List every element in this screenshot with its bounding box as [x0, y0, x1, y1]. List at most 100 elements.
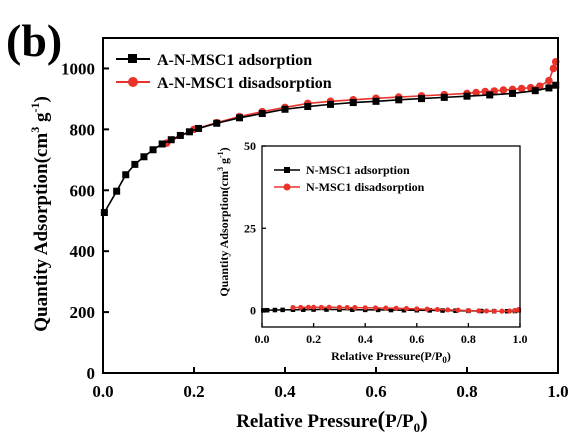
inset-point-n-msc1-adsorption — [280, 307, 285, 313]
inset-point-n-msc1-adsorption — [388, 307, 394, 313]
inset-point-n-msc1-disadsorption — [326, 304, 332, 310]
main-x-axis-label-open: ( — [377, 407, 385, 432]
inset-y-axis-label-close: ) — [217, 147, 231, 151]
inset-x-axis-label-close: ) — [447, 349, 451, 363]
main-point-a-n-msc1-adsorption — [149, 146, 157, 154]
inset-point-n-msc1-disadsorption — [507, 308, 513, 314]
panel-label: (b) — [6, 15, 62, 66]
inset-y-tick-label: 50 — [244, 139, 256, 153]
main-point-a-n-msc1-adsorption — [552, 81, 560, 89]
inset-point-n-msc1-disadsorption — [362, 305, 368, 311]
main-x-tick-label: 0.6 — [365, 382, 386, 401]
main-point-a-n-msc1-adsorption — [418, 95, 425, 103]
inset-point-n-msc1-disadsorption — [491, 308, 497, 314]
inset-x-axis-label-sub: 0 — [442, 355, 447, 365]
inset-point-n-msc1-adsorption — [264, 307, 270, 313]
inset-point-n-msc1-adsorption — [401, 307, 407, 313]
inset-background — [262, 146, 521, 300]
main-point-a-n-msc1-adsorption — [463, 92, 471, 100]
main-point-a-n-msc1-disadsorption — [545, 76, 553, 85]
inset-point-n-msc1-disadsorption — [424, 306, 430, 312]
main-x-axis-label-sub: 0 — [414, 420, 421, 434]
inset-y-axis-label-unit: (cm — [217, 171, 231, 190]
inset-x-axis-label: Relative Pressure(P/P0) — [331, 349, 451, 365]
main-point-a-n-msc1-adsorption — [167, 136, 175, 144]
main-point-a-n-msc1-adsorption — [545, 84, 553, 92]
main-y-axis-label-main: Quantity Adsorption — [31, 163, 52, 332]
inset-legend-disadsorption-marker — [283, 183, 291, 191]
inset-y-axis-label-g: g — [217, 158, 231, 167]
main-x-axis-label: Relative Pressure(P/P0) — [236, 407, 428, 434]
main-point-a-n-msc1-adsorption — [100, 209, 108, 217]
inset-point-n-msc1-disadsorption — [352, 305, 358, 311]
main-point-a-n-msc1-disadsorption — [472, 88, 480, 97]
main-point-a-n-msc1-disadsorption — [549, 64, 558, 73]
main-point-a-n-msc1-adsorption — [531, 87, 539, 95]
inset-plot-frame — [261, 145, 521, 328]
inset-point-n-msc1-disadsorption — [318, 304, 324, 310]
inset-y-axis-label-supm1: -1 — [216, 151, 225, 158]
main-legend: A-N-MSC1 adsorption A-N-MSC1 disadsorpti… — [116, 52, 332, 92]
inset-point-n-msc1-disadsorption — [499, 308, 505, 314]
inset-point-n-msc1-disadsorption — [290, 305, 296, 311]
inset-point-n-msc1-disadsorption — [476, 308, 482, 314]
inset-x-tick-label: 0.2 — [306, 332, 321, 346]
inset-point-n-msc1-disadsorption — [414, 306, 420, 312]
main-point-a-n-msc1-adsorption — [327, 100, 334, 108]
main-x-tick-label: 0.4 — [274, 382, 296, 401]
main-point-a-n-msc1-adsorption — [140, 153, 148, 161]
main-point-a-n-msc1-adsorption — [509, 89, 516, 97]
inset-point-n-msc1-disadsorption — [311, 304, 317, 310]
inset-point-n-msc1-disadsorption — [336, 304, 342, 310]
main-y-tick-label: 1000 — [61, 59, 95, 78]
main-y-tick-label: 600 — [70, 181, 96, 200]
main-y-axis-label-supm1: -1 — [28, 103, 42, 113]
inset-x-axis-label-unit: (P/P — [420, 349, 442, 363]
main-y-axis-label-close: ) — [31, 96, 52, 102]
inset-y-axis-label-sup3: 3 — [216, 167, 225, 171]
inset-point-n-msc1-disadsorption — [455, 307, 461, 313]
inset-point-n-msc1-disadsorption — [483, 308, 490, 314]
inset-legend-adsorption-label: N-MSC1 adsorption — [306, 163, 410, 177]
main-point-a-n-msc1-adsorption — [372, 97, 380, 105]
main-x-axis-label-close: ) — [420, 407, 428, 432]
main-x-tick-label: 1.0 — [547, 382, 568, 401]
inset-point-n-msc1-disadsorption — [445, 307, 451, 313]
main-point-a-n-msc1-adsorption — [113, 187, 121, 195]
inset-axis-ticks: 0.0 0.2 0.4 0.6 0.8 1.0 0 25 50 — [244, 139, 528, 346]
main-point-a-n-msc1-adsorption — [486, 91, 494, 99]
main-point-a-n-msc1-adsorption — [395, 96, 403, 104]
inset-point-n-msc1-disadsorption — [372, 305, 379, 311]
inset-y-tick-label: 0 — [250, 304, 256, 318]
main-y-tick-label: 0 — [87, 364, 96, 383]
main-point-a-n-msc1-adsorption — [158, 140, 166, 148]
inset-x-tick-label: 0.0 — [255, 332, 270, 346]
inset-legend: N-MSC1 adsorption N-MSC1 disadsorption — [274, 163, 425, 194]
inset-point-n-msc1-disadsorption — [305, 304, 311, 310]
main-point-a-n-msc1-adsorption — [176, 131, 184, 139]
inset-point-n-msc1-adsorption — [301, 307, 306, 312]
inset-point-n-msc1-disadsorption — [383, 305, 389, 311]
inset-y-axis-label-main: Quantity Adsorption — [217, 190, 231, 297]
main-point-a-n-msc1-adsorption — [440, 93, 448, 101]
inset-point-n-msc1-adsorption — [375, 307, 381, 313]
main-point-a-n-msc1-adsorption — [236, 114, 243, 122]
inset-point-n-msc1-disadsorption — [393, 305, 399, 311]
main-chart: 0.0 0.2 0.4 0.6 0.8 1.0 0 200 400 600 800 1000 Rela… — [28, 37, 569, 434]
main-point-a-n-msc1-adsorption — [131, 160, 139, 168]
main-x-tick-label: 0.8 — [456, 382, 477, 401]
inset-point-n-msc1-disadsorption — [434, 307, 440, 313]
main-point-a-n-msc1-adsorption — [304, 103, 312, 111]
main-x-tick-label: 0.2 — [183, 382, 204, 401]
main-x-tick-label: 0.0 — [92, 382, 113, 401]
inset-x-tick-label: 1.0 — [513, 332, 528, 346]
inset-chart: 0.0 0.2 0.4 0.6 0.8 1.0 0 25 50 Relative Pressur… — [216, 139, 528, 365]
inset-point-n-msc1-disadsorption — [344, 305, 350, 311]
main-point-a-n-msc1-adsorption — [281, 105, 289, 113]
main-y-axis-label: Quantity Adsorption(cm3 g-1) — [28, 96, 52, 332]
inset-point-n-msc1-adsorption — [350, 307, 355, 312]
legend-disadsorption-marker — [128, 77, 138, 87]
inset-y-tick-label: 25 — [244, 221, 256, 235]
main-point-a-n-msc1-adsorption — [195, 124, 203, 132]
main-x-axis-label-p: P/P — [385, 411, 414, 432]
